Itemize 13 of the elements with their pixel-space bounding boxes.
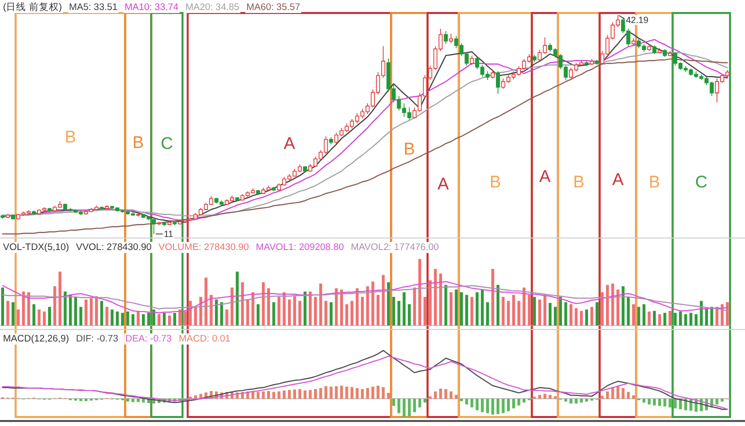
annotation: A	[612, 170, 624, 190]
text: MA60: 35.57	[246, 2, 300, 13]
annotation: B	[132, 132, 144, 152]
chart-title: (日线 前复权)	[3, 1, 62, 13]
annotation: B	[573, 172, 584, 192]
text: MA10: 33.74	[124, 2, 178, 13]
text: MA5: 33.51	[68, 2, 118, 13]
annotation: 11	[164, 228, 174, 239]
annotation: C	[160, 134, 173, 154]
annotation: C	[695, 172, 708, 192]
text: DEA: -0.73	[125, 333, 172, 344]
annotation: B	[404, 140, 415, 159]
text: MA20: 34.85	[185, 2, 240, 13]
